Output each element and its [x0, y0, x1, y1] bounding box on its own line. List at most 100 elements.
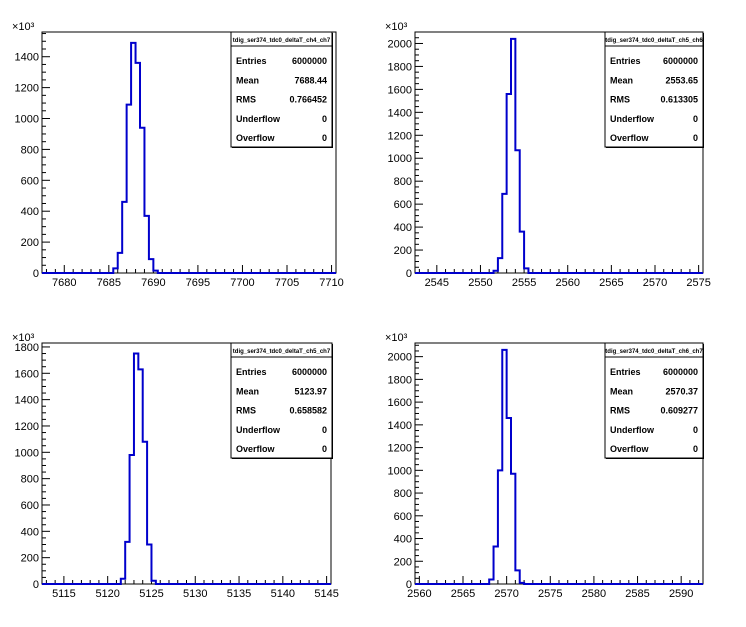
x-tick-label: 2565: [451, 588, 475, 600]
x-tick-label: 2545: [425, 277, 449, 289]
histogram-line: [42, 352, 331, 585]
y-tick-label: 0: [33, 268, 39, 280]
y-tick-label: 400: [21, 206, 39, 218]
y-tick-label: 800: [394, 176, 412, 188]
stats-title: tdig_ser374_tdc0_deltaT_ch5_ch7: [233, 349, 331, 355]
y-tick-label: 0: [406, 579, 412, 591]
stats-label: Mean: [236, 386, 259, 396]
stats-value: 5123.97: [294, 386, 327, 396]
x-tick-label: 5120: [95, 588, 119, 600]
stats-value: 2553.65: [665, 75, 698, 85]
y-multiplier-label: ×10³: [12, 21, 35, 33]
stats-value: 0.613305: [660, 95, 698, 105]
histogram-line: [415, 348, 703, 585]
x-tick-label: 2565: [599, 277, 623, 289]
x-tick-label: 7685: [97, 277, 121, 289]
y-tick-label: 200: [21, 237, 39, 249]
y-tick-label: 1000: [388, 465, 412, 477]
stats-value: 7688.44: [294, 75, 327, 85]
x-tick-label: 5145: [314, 588, 338, 600]
y-tick-label: 600: [394, 511, 412, 523]
y-tick-label: 600: [394, 199, 412, 211]
histogram-line: [415, 37, 703, 274]
x-tick-label: 2550: [468, 277, 492, 289]
x-tick-label: 7695: [186, 277, 210, 289]
y-tick-label: 800: [21, 474, 39, 486]
stats-value: 0.609277: [660, 406, 698, 416]
x-tick-label: 7710: [319, 277, 343, 289]
stats-label: Mean: [236, 75, 259, 85]
y-tick-label: 1200: [388, 443, 412, 455]
stats-label: Entries: [236, 56, 267, 66]
stats-label: Underflow: [236, 425, 281, 435]
stats-label: Mean: [610, 386, 633, 396]
y-tick-label: 1600: [388, 84, 412, 96]
stats-label: Overflow: [610, 133, 650, 143]
stats-value: 0.766452: [289, 95, 327, 105]
x-tick-label: 2570: [494, 588, 518, 600]
stats-label: RMS: [236, 406, 256, 416]
stats-label: Entries: [610, 367, 641, 377]
y-tick-label: 200: [21, 553, 39, 565]
y-multiplier-label: ×10³: [385, 21, 408, 33]
histogram-pad-2: 0 200 400 600 800 1000 1200 1400 1600 1800 2000 ×10…: [385, 21, 711, 289]
histogram-pad-4: 0 200 400 600 800 1000 1200 1400 1600 1800 2000 ×10…: [385, 332, 704, 600]
stats-box: tdig_ser374_tdc0_deltaT_ch5_ch6 Entries 60…: [604, 31, 704, 148]
x-tick-label: 5140: [271, 588, 295, 600]
x-tick-label: 5115: [52, 588, 76, 600]
stats-box-frame: [230, 342, 333, 459]
x-tick-label: 7680: [52, 277, 76, 289]
stats-value: 0: [322, 114, 327, 124]
y-tick-label: 200: [394, 245, 412, 257]
stats-label: Underflow: [610, 114, 655, 124]
stats-label: Underflow: [236, 114, 281, 124]
x-tick-label: 7705: [275, 277, 299, 289]
y-tick-label: 1200: [15, 421, 39, 433]
y-tick-label: 1600: [388, 397, 412, 409]
y-tick-label: 1400: [15, 395, 39, 407]
y-tick-label: 2000: [388, 352, 412, 364]
y-tick-label: 800: [21, 144, 39, 156]
x-tick-label: 2555: [512, 277, 536, 289]
x-tick-label: 7700: [230, 277, 254, 289]
y-tick-label: 800: [394, 488, 412, 500]
stats-box-frame: [230, 31, 333, 148]
stats-label: Mean: [610, 75, 633, 85]
stats-value: 6000000: [292, 56, 327, 66]
x-tick-label: 7690: [141, 277, 165, 289]
stats-title: tdig_ser374_tdc0_deltaT_ch5_ch6: [605, 38, 703, 44]
stats-label: Overflow: [236, 444, 276, 454]
x-tick-label: 2575: [686, 277, 710, 289]
stats-title: tdig_ser374_tdc0_deltaT_ch4_ch7: [233, 38, 331, 44]
y-tick-label: 1800: [15, 342, 39, 354]
histogram-pad-1: 0 200 400 600 800 1000 1200 1400 ×10³ 7680 7685 769…: [12, 21, 344, 289]
x-tick-label: 5125: [139, 588, 163, 600]
histogram-line: [42, 41, 336, 274]
stats-value: 6000000: [292, 367, 327, 377]
stats-label: Underflow: [610, 425, 655, 435]
y-tick-label: 600: [21, 500, 39, 512]
stats-value: 0: [322, 444, 327, 454]
histogram-pad-3: 0 200 400 600 800 1000 1200 1400 1600 1800×10³ 511…: [12, 332, 339, 600]
stats-box-frame: [604, 342, 704, 459]
x-tick-label: 5130: [183, 588, 207, 600]
y-tick-label: 200: [394, 556, 412, 568]
stats-value: 2570.37: [665, 386, 698, 396]
stats-box: tdig_ser374_tdc0_deltaT_ch5_ch7 Entries 60…: [230, 342, 333, 459]
x-tick-label: 2585: [625, 588, 649, 600]
x-tick-label: 5135: [227, 588, 251, 600]
stats-label: RMS: [236, 95, 256, 105]
stats-value: 6000000: [663, 367, 698, 377]
y-tick-label: 2000: [388, 38, 412, 50]
x-tick-label: 2570: [643, 277, 667, 289]
stats-label: Entries: [236, 367, 267, 377]
stats-value: 6000000: [663, 56, 698, 66]
stats-value: 0: [693, 444, 698, 454]
x-tick-label: 2560: [407, 588, 431, 600]
stats-label: RMS: [610, 95, 630, 105]
stats-label: RMS: [610, 406, 630, 416]
y-tick-label: 1000: [388, 153, 412, 165]
x-tick-label: 2580: [582, 588, 606, 600]
